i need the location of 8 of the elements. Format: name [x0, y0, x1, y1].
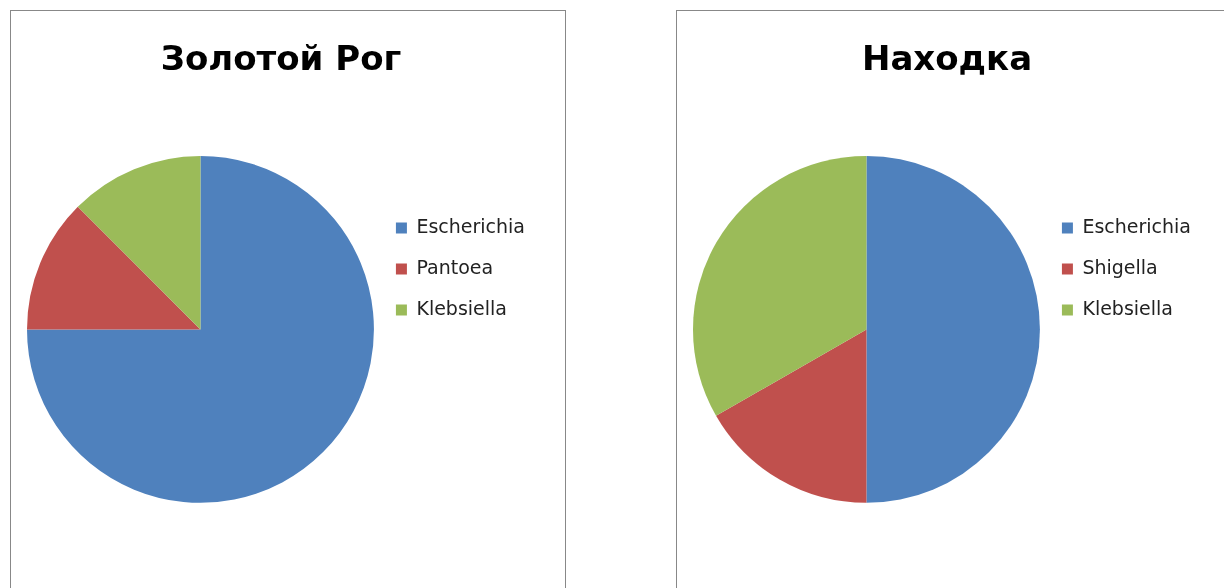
legend-label: Shigella — [1082, 255, 1158, 278]
legend-label: Escherichia — [1082, 214, 1192, 237]
legend-label: Klebsiella — [1082, 296, 1173, 319]
chart-title: Находка — [861, 38, 1033, 79]
legend-label: Escherichia — [416, 214, 526, 237]
chart-title: Золотой Рог — [160, 38, 402, 79]
legend-label: Pantoea — [416, 255, 494, 278]
legend-label: Klebsiella — [416, 296, 507, 319]
